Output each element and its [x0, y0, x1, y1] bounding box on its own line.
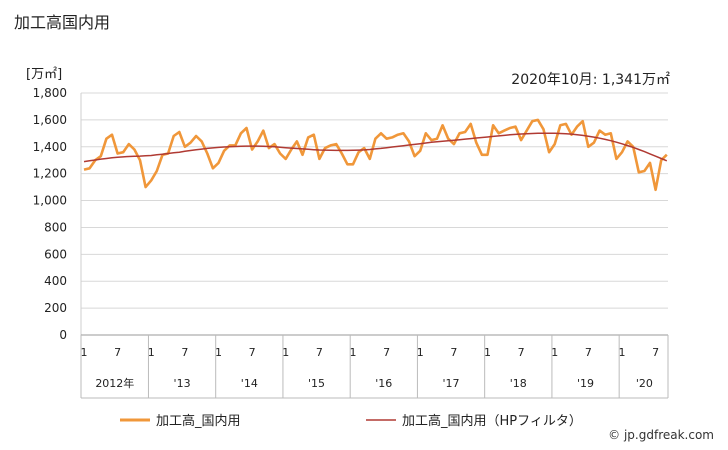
- x-year-label: 2012年: [95, 376, 134, 390]
- y-tick-label: 400: [44, 274, 67, 288]
- y-tick-label: 1,400: [33, 140, 67, 154]
- x-tick-label: 1: [148, 346, 155, 359]
- x-tick-label: 7: [652, 346, 659, 359]
- y-tick-label: 0: [59, 328, 67, 342]
- x-year-label: '20: [636, 377, 653, 390]
- y-tick-label: 1,600: [33, 113, 67, 127]
- x-tick-label: 1: [215, 346, 222, 359]
- x-tick-label: 1: [349, 346, 356, 359]
- series-lines: [83, 118, 668, 192]
- y-tick-label: 1,000: [33, 194, 67, 208]
- y-tick-label: 600: [44, 247, 67, 261]
- y-tick-label: 800: [44, 220, 67, 234]
- gridlines: [80, 92, 668, 336]
- x-year-label: '13: [174, 377, 191, 390]
- latest-value-annotation: 2020年10月: 1,341万㎡: [511, 72, 670, 88]
- page-title: 加工高国内用: [14, 13, 111, 32]
- x-tick-label: 1: [618, 346, 625, 359]
- x-tick-label: 7: [114, 346, 121, 359]
- x-tick-label: 1: [484, 346, 491, 359]
- x-tick-label: 7: [450, 346, 457, 359]
- y-tick-label: 1,200: [33, 167, 67, 181]
- watermark-text: jp.gdfreak.com: [623, 428, 714, 442]
- legend-label-series: 加工高_国内用: [156, 413, 241, 429]
- x-year-label: '16: [375, 377, 392, 390]
- y-tick-labels: 0 200 400 600 800 1,000 1,200 1,400 1,600 1,800: [33, 86, 67, 342]
- x-axis: 1 7 2012年 1 7 '13 1 7 '14 1 7 '15 1 7 '16 1 7 '17 1 7 '18 1 7 '…: [80, 334, 669, 399]
- x-year-label: '19: [577, 377, 594, 390]
- x-tick-label: 1: [551, 346, 558, 359]
- x-tick-label: 7: [383, 346, 390, 359]
- x-tick-label: 7: [518, 346, 525, 359]
- x-tick-label: 1: [81, 346, 88, 359]
- watermark: © jp.gdfreak.com: [608, 428, 714, 442]
- x-year-label: '17: [443, 377, 460, 390]
- x-tick-label: 1: [417, 346, 424, 359]
- x-tick-label: 7: [181, 346, 188, 359]
- y-tick-label: 1,800: [33, 86, 67, 100]
- x-year-label: '18: [510, 377, 527, 390]
- y-axis-unit: [万㎡]: [26, 67, 63, 82]
- series-line-processing: [83, 118, 668, 192]
- x-year-label: '15: [308, 377, 325, 390]
- x-year-label: '14: [241, 377, 258, 390]
- y-tick-label: 200: [44, 301, 67, 315]
- legend: 加工高_国内用 加工高_国内用（HPフィルタ）: [120, 413, 582, 429]
- x-tick-label: 7: [585, 346, 592, 359]
- x-tick-label: 7: [249, 346, 256, 359]
- series-line-hp-trend: [83, 132, 668, 163]
- legend-label-trend: 加工高_国内用（HPフィルタ）: [402, 413, 582, 429]
- x-tick-label: 7: [316, 346, 323, 359]
- x-tick-label: 1: [282, 346, 289, 359]
